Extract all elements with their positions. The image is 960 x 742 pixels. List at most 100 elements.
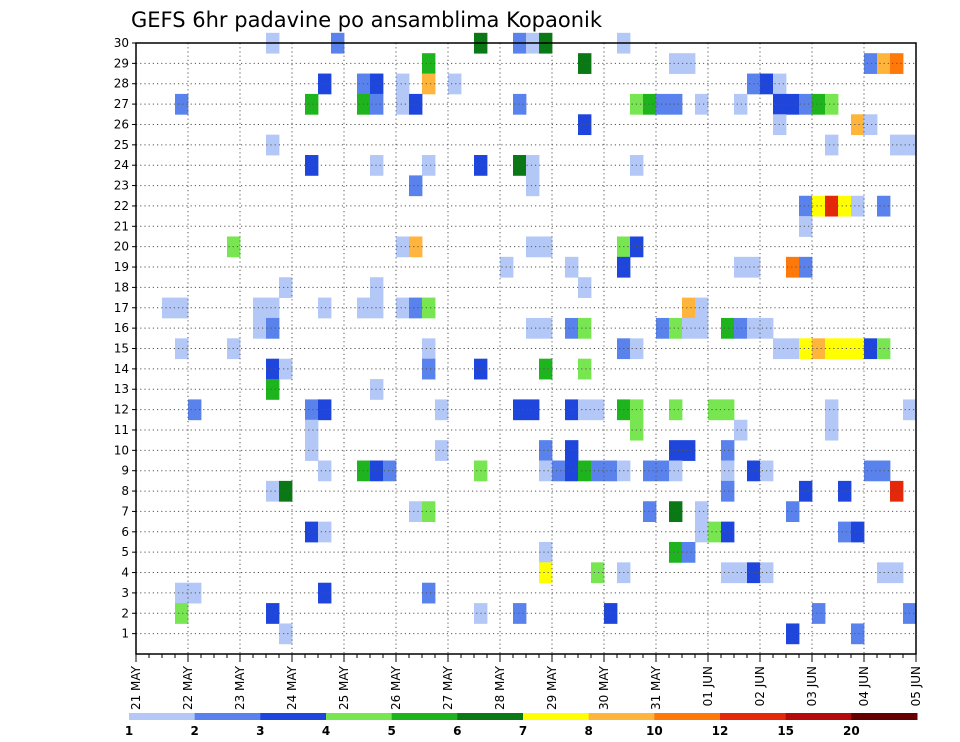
legend-label: 1: [125, 724, 133, 738]
heatmap-cell: [786, 623, 800, 645]
heatmap-cell: [409, 297, 423, 319]
legend-label: 10: [646, 724, 663, 738]
heatmap-cell: [721, 562, 735, 584]
heatmap-cell: [656, 460, 670, 482]
heatmap-cell: [305, 440, 319, 461]
heatmap-cell: [734, 317, 748, 339]
heatmap-cell: [799, 256, 813, 278]
heatmap-cell: [851, 195, 865, 217]
x-tick-label: 02 JUN: [753, 666, 767, 706]
heatmap-cell: [643, 501, 657, 523]
x-tick-label: 27 MAY: [441, 665, 455, 710]
legend-label: 15: [777, 724, 794, 738]
legend-swatch: [720, 713, 787, 720]
heatmap-cell: [409, 93, 423, 115]
heatmap-cell: [734, 562, 748, 584]
y-tick-label: 6: [121, 525, 129, 539]
heatmap-cell: [409, 501, 423, 523]
heatmap-cell: [825, 134, 839, 156]
x-tick-label: 30 MAY: [597, 665, 611, 710]
x-tick-label: 22 MAY: [181, 665, 195, 710]
heatmap-cell: [279, 277, 293, 298]
y-tick-label: 25: [114, 138, 129, 152]
heatmap-cell: [812, 603, 826, 624]
x-tick-label: 03 JUN: [805, 666, 819, 706]
grid-lines: [136, 42, 916, 654]
heatmap-cell: [721, 460, 735, 482]
heatmap-cell: [175, 338, 189, 360]
heatmap-cell: [864, 460, 878, 482]
x-tick-label: 25 MAY: [337, 665, 351, 710]
heatmap-cell: [526, 236, 540, 258]
y-tick-label: 21: [114, 219, 129, 233]
heatmap-cell: [539, 317, 553, 339]
heatmap-cell: [734, 256, 748, 278]
heatmap-cell: [825, 195, 839, 217]
y-tick-label: 2: [121, 606, 129, 620]
y-tick-label: 27: [114, 97, 129, 111]
heatmap-cell: [539, 541, 553, 563]
y-tick-label: 30: [114, 36, 129, 50]
heatmap-cell: [565, 399, 579, 421]
y-tick-label: 4: [121, 566, 129, 580]
y-tick-label: 23: [114, 179, 129, 193]
y-tick-label: 14: [114, 362, 129, 376]
heatmap-cell: [266, 297, 280, 319]
x-tick-label: 26 MAY: [389, 665, 403, 710]
heatmap-cell: [591, 562, 605, 584]
x-tick-label: 29 MAY: [545, 665, 559, 710]
heatmap-cell: [318, 399, 332, 421]
heatmap-cell: [851, 521, 865, 543]
legend-swatch: [457, 713, 524, 720]
y-tick-label: 26: [114, 117, 129, 131]
heatmap-cell: [682, 317, 696, 339]
heatmap-cell: [526, 155, 540, 176]
y-tick-label: 19: [114, 260, 129, 274]
heatmap-cell: [721, 521, 735, 543]
heatmap-cell: [188, 399, 202, 421]
heatmap-cell: [682, 297, 696, 319]
x-tick-label: 23 MAY: [233, 665, 247, 710]
heatmap-cell: [435, 399, 449, 421]
y-axis: 1234567891011121314151617181920212223242…: [114, 36, 136, 641]
heatmap-cell: [409, 175, 423, 197]
heatmap-cell: [799, 480, 813, 502]
heatmap-cell: [864, 53, 878, 74]
x-tick-label: 05 JUN: [909, 666, 923, 706]
heatmap-cell: [799, 195, 813, 217]
legend-swatch: [851, 713, 918, 720]
chart-title: GEFS 6hr padavine po ansamblima Kopaonik: [131, 8, 603, 32]
heatmap-cell: [370, 155, 384, 176]
heatmap-cell: [825, 338, 839, 360]
heatmap-cell: [409, 236, 423, 258]
heatmap-cell: [786, 93, 800, 115]
y-tick-label: 7: [121, 504, 129, 518]
heatmap-cell: [838, 338, 852, 360]
heatmap-cell: [799, 338, 813, 360]
heatmap-cell: [396, 236, 410, 258]
heatmap-cell: [396, 93, 410, 115]
heatmap-cell: [721, 317, 735, 339]
y-tick-label: 9: [121, 464, 129, 478]
heatmap-cell: [825, 419, 839, 441]
heatmap-cell: [370, 297, 384, 319]
heatmap-cell: [266, 603, 280, 624]
heatmap-cell: [838, 521, 852, 543]
heatmap-cell: [695, 521, 709, 543]
heatmap-cell: [695, 93, 709, 115]
heatmap-cell: [318, 460, 332, 482]
heatmap-cell: [682, 53, 696, 74]
heatmap-cell: [669, 399, 683, 421]
heatmap-cell: [318, 582, 332, 604]
heatmap-cell: [578, 399, 592, 421]
x-tick-label: 24 MAY: [285, 665, 299, 710]
heatmap-cell: [812, 93, 826, 115]
legend-label: 6: [453, 724, 461, 738]
y-tick-label: 5: [121, 545, 129, 559]
heatmap-cell: [669, 440, 683, 461]
heatmap-cell: [864, 114, 878, 136]
heatmap-cell: [175, 93, 189, 115]
heatmap-cell: [799, 216, 813, 237]
heatmap-cell: [383, 460, 397, 482]
